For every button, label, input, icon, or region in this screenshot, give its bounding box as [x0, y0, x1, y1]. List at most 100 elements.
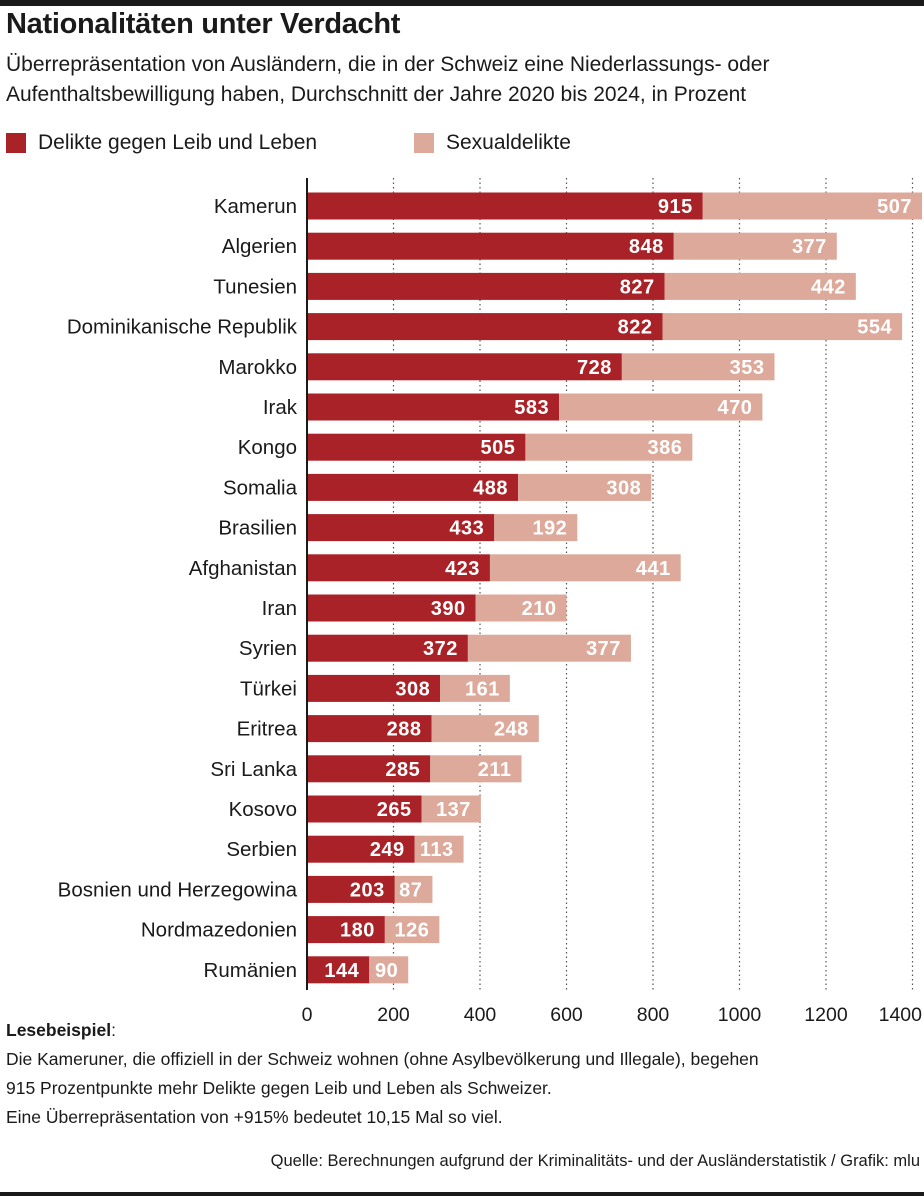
category-label: Kosovo	[229, 798, 297, 821]
bar-sexual	[525, 433, 693, 461]
category-label: Afghanistan	[189, 557, 297, 580]
value-label-sexual: 377	[792, 236, 827, 258]
bar-leib	[307, 835, 415, 863]
legend-swatch-leib	[6, 133, 26, 153]
top-rule	[0, 0, 924, 6]
value-label-leib: 822	[618, 317, 653, 339]
value-label-leib: 372	[423, 638, 458, 660]
category-label: Sri Lanka	[210, 758, 297, 781]
bar-leib	[307, 272, 665, 300]
x-tick-label: 400	[464, 1004, 497, 1026]
x-tick-label: 1200	[804, 1004, 848, 1026]
bar-leib	[307, 313, 663, 341]
category-label: Iran	[262, 597, 297, 620]
bar-leib	[307, 795, 422, 823]
value-label-leib: 423	[445, 558, 480, 580]
category-label: Somalia	[223, 476, 298, 499]
stacked-bar-chart: Kamerun 915 507 Algerien 848 377 Tunesien 827 44…	[58, 178, 923, 1026]
legend-label-sexual: Sexualdelikte	[446, 131, 571, 154]
bar-leib	[307, 674, 441, 702]
value-label-sexual: 161	[465, 678, 500, 700]
value-label-leib: 288	[387, 719, 422, 741]
value-label-sexual: 113	[420, 839, 454, 861]
category-label: Türkei	[240, 677, 297, 700]
category-label: Marokko	[218, 356, 297, 379]
value-label-leib: 249	[370, 839, 405, 861]
chart-title: Nationalitäten unter Verdacht	[6, 8, 401, 40]
value-label-leib: 827	[620, 276, 655, 298]
value-label-sexual: 353	[730, 357, 765, 379]
value-label-leib: 728	[577, 357, 612, 379]
value-label-leib: 505	[481, 437, 516, 459]
category-label: Irak	[263, 396, 298, 419]
reading-example: Lesebeispiel: Die Kameruner, die offizie…	[6, 1016, 906, 1132]
value-label-leib: 433	[449, 518, 484, 540]
value-label-sexual: 554	[857, 317, 892, 339]
x-tick-label: 0	[302, 1004, 313, 1026]
bar-leib	[307, 473, 519, 501]
value-label-sexual: 441	[636, 558, 671, 580]
bar-leib	[307, 192, 703, 220]
bar-leib	[307, 875, 395, 903]
bar-sexual	[430, 755, 522, 783]
bar-leib	[307, 916, 385, 944]
bar-leib	[307, 715, 432, 743]
bar-leib	[307, 433, 526, 461]
bar-leib	[307, 554, 490, 582]
value-label-leib: 915	[658, 196, 693, 218]
bar-sexual	[414, 835, 464, 863]
bar-sexual	[673, 232, 837, 260]
value-label-sexual: 470	[718, 397, 753, 419]
source-note: Quelle: Berechnungen aufgrund der Krimin…	[270, 1152, 920, 1170]
value-label-leib: 144	[324, 960, 359, 982]
bar-leib	[307, 634, 468, 662]
bar-leib	[307, 514, 495, 542]
legend-label-leib: Delikte gegen Leib und Leben	[38, 131, 318, 154]
category-label: Rumänien	[204, 959, 297, 982]
reading-example-line-1: Die Kameruner, die offiziell in der Schw…	[6, 1049, 759, 1069]
bar-sexual	[467, 634, 631, 662]
value-label-sexual: 442	[811, 276, 846, 298]
category-label: Kamerun	[214, 195, 297, 218]
bar-sexual	[369, 956, 409, 984]
value-label-leib: 390	[431, 598, 466, 620]
legend-item-leib: Delikte gegen Leib und Leben	[6, 128, 317, 158]
value-label-sexual: 377	[586, 638, 621, 660]
value-label-leib: 583	[514, 397, 549, 419]
bar-sexual	[559, 393, 763, 421]
value-label-sexual: 386	[647, 437, 682, 459]
x-tick-label: 1000	[718, 1004, 762, 1026]
reading-example-line-2: 915 Prozentpunkte mehr Delikte gegen Lei…	[6, 1078, 552, 1098]
bar-leib	[307, 393, 560, 421]
value-label-sexual: 192	[532, 518, 567, 540]
value-label-leib: 265	[377, 799, 412, 821]
x-tick-label: 1400	[879, 1004, 923, 1026]
bar-sexual	[421, 795, 481, 823]
value-label-leib: 488	[473, 477, 508, 499]
value-label-leib: 308	[395, 678, 430, 700]
bar-sexual	[394, 875, 433, 903]
category-label: Eritrea	[237, 718, 298, 741]
value-label-leib: 180	[340, 920, 375, 942]
bar-sexual	[440, 674, 510, 702]
category-label: Bosnien und Herzegowina	[58, 878, 298, 901]
value-label-sexual: 126	[394, 920, 429, 942]
bottom-rule	[0, 1192, 924, 1196]
x-tick-label: 600	[550, 1004, 583, 1026]
bar-sexual	[702, 192, 923, 220]
value-label-leib: 848	[629, 236, 664, 258]
legend-swatch-sexual	[414, 133, 434, 153]
value-label-leib: 285	[385, 759, 420, 781]
bar-sexual	[431, 715, 539, 743]
bar-sexual	[494, 514, 578, 542]
category-label: Nordmazedonien	[141, 919, 297, 942]
bar-leib	[307, 232, 674, 260]
category-label: Tunesien	[213, 275, 297, 298]
value-label-sexual: 507	[877, 196, 912, 218]
bar-sexual	[518, 473, 652, 501]
value-label-sexual: 211	[478, 759, 512, 781]
reading-example-line-3: Eine Überrepräsentation von +915% bedeut…	[6, 1107, 503, 1127]
bar-sexual	[662, 313, 903, 341]
category-label: Brasilien	[218, 517, 297, 540]
bar-leib	[307, 594, 476, 622]
